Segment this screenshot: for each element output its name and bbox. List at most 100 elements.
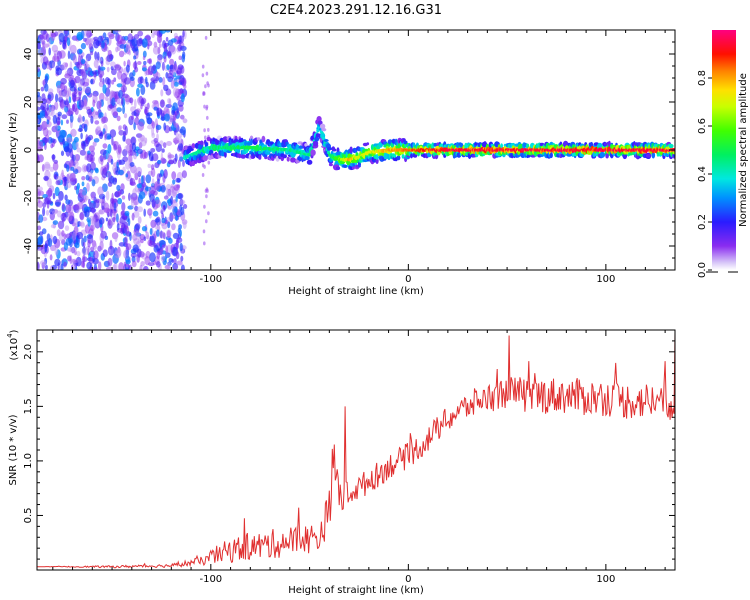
noise-blob bbox=[75, 61, 82, 69]
noise-blob bbox=[77, 116, 84, 124]
noise-blob bbox=[107, 143, 112, 154]
noise-blob bbox=[65, 199, 71, 205]
noise-blob bbox=[47, 187, 53, 198]
noise-blob bbox=[131, 260, 137, 268]
noise-blob bbox=[91, 179, 96, 187]
noise-blob bbox=[206, 81, 209, 86]
noise-blob bbox=[49, 254, 53, 261]
noise-blob bbox=[98, 261, 102, 270]
noise-blob bbox=[41, 216, 48, 222]
noise-blob bbox=[133, 122, 136, 131]
noise-blob bbox=[123, 249, 129, 259]
noise-blob bbox=[135, 108, 141, 113]
noise-blob bbox=[136, 38, 143, 47]
noise-blob bbox=[102, 84, 107, 94]
x-tick-label: -100 bbox=[199, 274, 222, 285]
noise-blob bbox=[55, 93, 59, 103]
noise-blob bbox=[127, 218, 131, 226]
x-tick-label: 100 bbox=[596, 574, 615, 585]
noise-blob bbox=[152, 100, 159, 105]
noise-blob bbox=[181, 53, 186, 63]
noise-blob bbox=[143, 208, 146, 217]
noise-blob bbox=[67, 255, 72, 262]
noise-blob bbox=[127, 192, 131, 201]
noise-blob bbox=[124, 125, 128, 136]
noise-blob bbox=[107, 98, 111, 107]
noise-blob bbox=[160, 255, 166, 262]
noise-blob bbox=[98, 112, 104, 118]
noise-blob bbox=[171, 109, 176, 115]
ridge-blob bbox=[393, 153, 397, 159]
noise-blob bbox=[164, 171, 168, 177]
noise-blob bbox=[103, 154, 107, 161]
noise-blob bbox=[52, 138, 57, 144]
noise-blob bbox=[42, 202, 47, 208]
noise-blob bbox=[38, 214, 44, 223]
noise-blob bbox=[118, 130, 125, 136]
colorbar: 0.0 0.2 0.4 0.6 0.8 Normalized spectral ampl… bbox=[697, 30, 749, 278]
noise-blob bbox=[173, 258, 177, 265]
noise-blob bbox=[175, 177, 181, 183]
noise-blob bbox=[179, 242, 183, 252]
noise-blob bbox=[37, 186, 43, 192]
noise-blob bbox=[80, 198, 85, 204]
ridge-blob bbox=[351, 166, 355, 170]
ridge-blob bbox=[328, 163, 333, 167]
noise-blob bbox=[133, 34, 140, 40]
noise-blob bbox=[137, 61, 142, 65]
noise-blob bbox=[61, 62, 68, 70]
noise-blob bbox=[55, 67, 62, 76]
noise-blob bbox=[42, 56, 49, 65]
noise-blob bbox=[65, 180, 72, 189]
noise-blob bbox=[92, 114, 99, 120]
noise-blob bbox=[112, 216, 116, 222]
noise-blob bbox=[173, 184, 180, 191]
noise-blob bbox=[114, 234, 118, 243]
noise-blob bbox=[158, 43, 162, 48]
noise-blob bbox=[74, 185, 77, 191]
noise-blob bbox=[92, 257, 99, 265]
noise-blob bbox=[139, 264, 143, 270]
noise-blob bbox=[124, 236, 128, 246]
noise-blob bbox=[111, 192, 114, 203]
noise-blob bbox=[115, 46, 119, 53]
ridge-blob bbox=[312, 140, 319, 147]
ridge-blob bbox=[597, 142, 603, 148]
noise-blob bbox=[102, 143, 108, 149]
noise-blob bbox=[145, 76, 148, 84]
noise-blob bbox=[180, 114, 185, 120]
noise-blob bbox=[96, 198, 100, 203]
noise-blob bbox=[75, 141, 80, 149]
ridge-blob bbox=[342, 164, 348, 168]
noise-blob bbox=[38, 231, 44, 236]
noise-blob bbox=[124, 145, 131, 152]
noise-blob bbox=[119, 216, 126, 225]
noise-blob bbox=[207, 211, 210, 216]
noise-blob bbox=[60, 119, 64, 126]
noise-blob bbox=[166, 64, 170, 71]
noise-blob bbox=[107, 152, 111, 162]
noise-blob bbox=[146, 117, 152, 125]
noise-blob bbox=[111, 79, 115, 85]
snr-x-ticks: -100 0 100 bbox=[52, 330, 666, 585]
noise-blob bbox=[150, 164, 155, 171]
noise-blob bbox=[61, 103, 65, 110]
noise-blob bbox=[58, 32, 65, 43]
noise-blob bbox=[124, 94, 131, 103]
noise-blob bbox=[69, 159, 74, 167]
noise-blob bbox=[151, 198, 156, 208]
noise-blob bbox=[120, 96, 124, 106]
ridge-blob bbox=[330, 151, 334, 155]
noise-blob bbox=[107, 78, 111, 85]
ridge-blob bbox=[290, 157, 296, 163]
noise-blob bbox=[166, 262, 171, 270]
ridge-blob bbox=[599, 151, 606, 158]
y-tick-label: 1.0 bbox=[23, 453, 34, 469]
noise-blob bbox=[93, 138, 100, 143]
noise-blob bbox=[51, 210, 58, 215]
noise-blob bbox=[100, 230, 107, 239]
noise-blob bbox=[80, 42, 86, 50]
noise-blob bbox=[156, 107, 160, 118]
noise-blob bbox=[46, 97, 52, 104]
noise-blob bbox=[203, 204, 206, 209]
